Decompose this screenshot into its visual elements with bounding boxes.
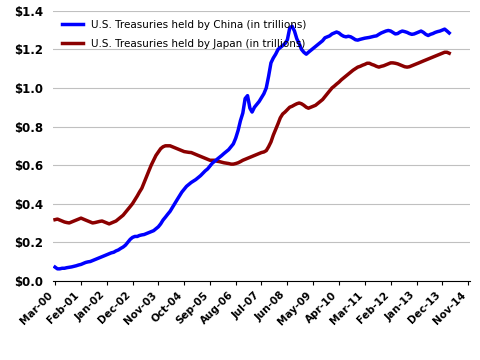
Line: U.S. Treasuries held by Japan (in trillions): U.S. Treasuries held by Japan (in trilli…: [55, 52, 449, 224]
Line: U.S. Treasuries held by China (in trillions): U.S. Treasuries held by China (in trilli…: [55, 26, 449, 269]
Legend: U.S. Treasuries held by China (in trillions), U.S. Treasuries held by Japan (in : U.S. Treasuries held by China (in trilli…: [58, 16, 311, 53]
